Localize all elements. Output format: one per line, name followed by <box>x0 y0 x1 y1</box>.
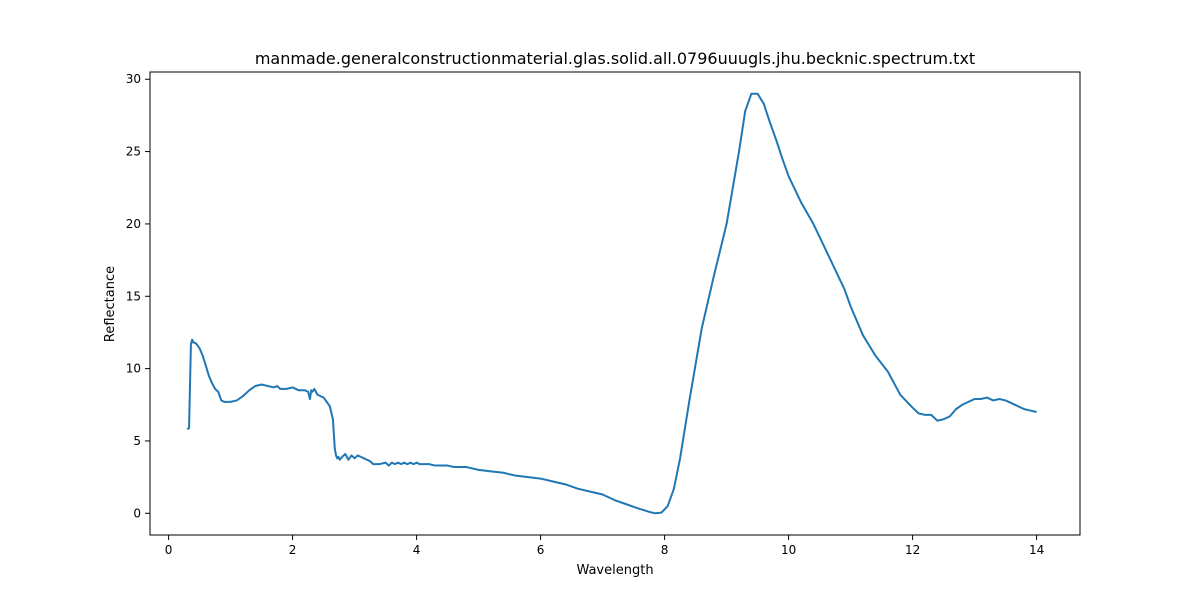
x-tick-label: 14 <box>1029 543 1044 557</box>
x-tick-label: 8 <box>661 543 669 557</box>
y-tick-label: 30 <box>126 72 141 86</box>
x-axis: 0 2 4 6 8 10 12 14 <box>165 535 1044 557</box>
x-tick-label: 0 <box>165 543 173 557</box>
y-tick-label: 20 <box>126 217 141 231</box>
y-tick-label: 25 <box>126 145 141 159</box>
y-tick-label: 15 <box>126 289 141 303</box>
x-tick-label: 4 <box>413 543 421 557</box>
plot-area <box>150 72 1080 535</box>
y-tick-label: 10 <box>126 362 141 376</box>
plot-frame <box>149 71 1081 536</box>
x-tick-label: 6 <box>537 543 545 557</box>
y-tick-label: 5 <box>133 434 141 448</box>
x-tick-label: 10 <box>781 543 796 557</box>
x-axis-label: Wavelength <box>576 563 653 578</box>
y-tick-label: 0 <box>133 506 141 520</box>
chart-title: manmade.generalconstructionmaterial.glas… <box>255 49 975 68</box>
y-axis-label: Reflectance <box>103 266 118 342</box>
y-axis: 0 5 10 15 20 25 30 <box>126 72 150 520</box>
x-tick-label: 2 <box>289 543 297 557</box>
series-line <box>186 92 1037 515</box>
x-tick-label: 12 <box>905 543 920 557</box>
